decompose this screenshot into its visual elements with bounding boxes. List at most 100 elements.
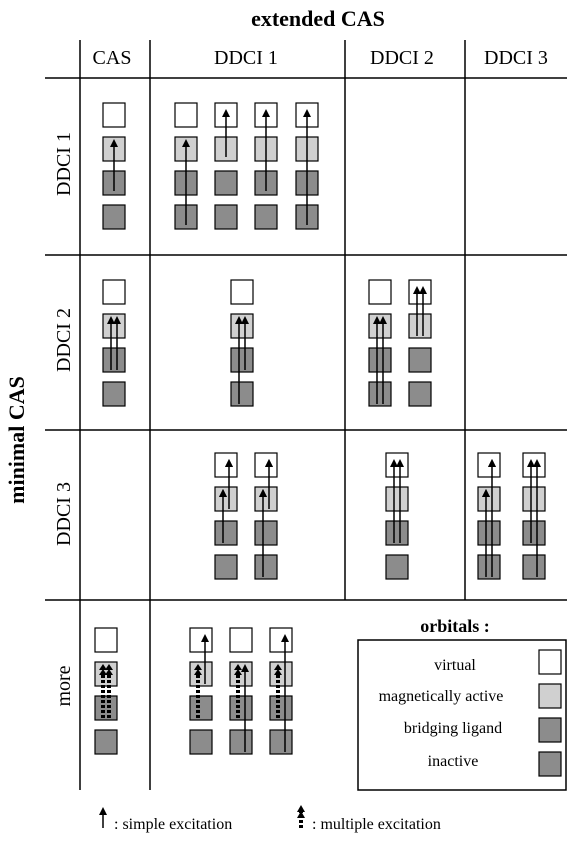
simple-excitation-arrowhead <box>281 634 289 642</box>
orbital-box-bridging-ligand <box>254 520 278 546</box>
orbital-box-virtual <box>102 102 126 128</box>
excitation-arrowhead <box>533 459 541 467</box>
orbital-box-bridging-ligand <box>477 520 501 546</box>
orbital-box-inactive <box>102 204 126 230</box>
orbital-box-virtual <box>94 627 118 653</box>
orbital-box-virtual <box>368 279 392 305</box>
legend-title: orbitals : <box>420 616 490 636</box>
column-header-ddci1: DDCI 1 <box>214 47 278 69</box>
multiple-excitation-arrowhead <box>274 669 282 675</box>
legend-box <box>357 639 567 791</box>
orbital-box-inactive <box>368 381 392 407</box>
orbital-box-inactive <box>385 554 409 580</box>
orbital-box-bridging-ligand <box>102 347 126 373</box>
orbital-box-bridging-ligand <box>522 520 546 546</box>
excitation-arrowhead <box>241 316 249 324</box>
orbital-box-inactive <box>102 381 126 407</box>
multiple-excitation-arrowhead2-icon <box>297 811 305 818</box>
orbital-box-bridging-ligand <box>94 695 118 721</box>
orbital-box-bridging-ligand <box>368 347 392 373</box>
excitation-arrowhead <box>419 286 427 294</box>
orbital-box-bridging-ligand <box>229 695 253 721</box>
simple-excitation-arrowhead <box>201 634 209 642</box>
row-header-ddci1: DDCI 1 <box>53 132 75 196</box>
orbital-box-bridging-ligand <box>385 520 409 546</box>
orbital-box-magnetically-active <box>102 313 126 339</box>
orbital-box-inactive <box>189 729 213 755</box>
legend-label-magnetically-active: magnetically active <box>379 688 504 705</box>
row-header-more: more <box>53 665 75 706</box>
column-header-ddci3: DDCI 3 <box>484 47 548 69</box>
excitation-arrowhead <box>235 316 243 324</box>
multiple-excitation-arrowhead <box>105 669 113 675</box>
orbital-box-bridging-ligand <box>214 520 238 546</box>
orbital-box-inactive <box>230 381 254 407</box>
orbital-stacks <box>94 102 546 755</box>
orbital-box-virtual <box>269 627 293 653</box>
legend-label-inactive: inactive <box>428 753 479 770</box>
excitation-arrowhead <box>107 316 115 324</box>
excitation-arrowhead <box>527 459 535 467</box>
orbital-box-inactive <box>214 204 238 230</box>
orbital-box-magnetically-active <box>230 313 254 339</box>
excitation-arrowhead <box>225 459 233 467</box>
excitation-arrowhead <box>373 316 381 324</box>
orbital-box-inactive <box>269 729 293 755</box>
orbital-box-inactive <box>214 554 238 580</box>
grid-lines <box>45 40 567 790</box>
footer-key: : simple excitation : multiple excitatio… <box>99 805 441 833</box>
footer-multiple-label: : multiple excitation <box>312 816 441 833</box>
extended-cas-title: extended CAS <box>251 6 385 31</box>
orbital-box-inactive <box>254 554 278 580</box>
orbital-box-virtual <box>189 627 213 653</box>
simple-excitation-arrowhead <box>262 109 270 117</box>
simple-excitation-arrowhead <box>182 139 190 147</box>
orbital-box-virtual <box>174 102 198 128</box>
multiple-excitation-arrowhead <box>234 664 242 670</box>
minimal-cas-title: minimal CAS <box>4 376 29 504</box>
excitation-arrowhead <box>113 316 121 324</box>
orbital-box-inactive <box>522 554 546 580</box>
orbital-box-magnetically-active <box>368 313 392 339</box>
legend-label-bridging-ligand: bridging ligand <box>404 720 502 737</box>
multiple-excitation-arrowhead <box>234 669 242 675</box>
row-header-ddci3: DDCI 3 <box>53 482 75 546</box>
multiple-excitation-arrowhead-icon <box>297 805 305 812</box>
orbital-box-magnetically-active <box>254 486 278 512</box>
orbital-box-bridging-ligand <box>408 347 432 373</box>
multiple-excitation-arrowhead <box>99 669 107 675</box>
multiple-excitation-arrowhead <box>105 664 113 670</box>
orbital-box-virtual <box>102 279 126 305</box>
excitation-arrowhead <box>379 316 387 324</box>
orbital-box-inactive <box>477 554 501 580</box>
simple-excitation-arrowhead <box>303 109 311 117</box>
excitation-arrowhead <box>488 459 496 467</box>
excitation-arrowhead <box>390 459 398 467</box>
orbital-box-inactive <box>94 729 118 755</box>
orbital-box-magnetically-active <box>408 313 432 339</box>
orbital-box-magnetically-active <box>385 486 409 512</box>
orbital-box-virtual <box>230 279 254 305</box>
orbital-box-magnetically-active <box>522 486 546 512</box>
column-header-cas: CAS <box>93 47 132 69</box>
simple-excitation-arrowhead <box>110 139 118 147</box>
excitation-arrowhead <box>219 489 227 497</box>
legend: orbitals : virtual magnetically active b… <box>357 616 567 791</box>
simple-excitation-arrowhead <box>241 664 249 672</box>
legend-swatch-virtual <box>538 649 562 675</box>
orbital-box-virtual <box>229 627 253 653</box>
orbital-box-bridging-ligand <box>214 170 238 196</box>
legend-swatch-bridging-ligand <box>538 717 562 743</box>
column-header-ddci2: DDCI 2 <box>370 47 434 69</box>
footer-simple-label: : simple excitation <box>114 816 232 833</box>
legend-swatch-magnetically-active <box>538 683 562 709</box>
simple-excitation-arrowhead-icon <box>99 807 107 815</box>
excitation-arrowhead <box>259 489 267 497</box>
orbital-box-bridging-ligand <box>269 695 293 721</box>
excitation-arrowhead <box>482 489 490 497</box>
orbital-box-inactive <box>229 729 253 755</box>
excitation-arrowhead <box>265 459 273 467</box>
orbital-box-bridging-ligand <box>230 347 254 373</box>
legend-swatch-inactive <box>538 751 562 777</box>
